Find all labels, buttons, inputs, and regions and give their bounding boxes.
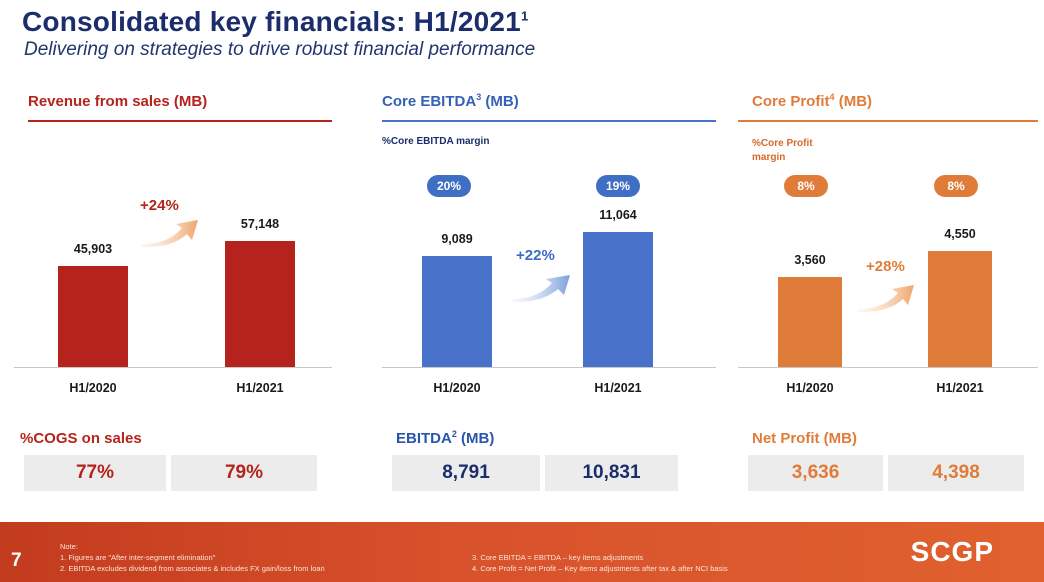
- ebitda-value-h1-2021: 11,064: [599, 208, 637, 222]
- profit-margin-label: %Core Profit margin: [752, 138, 813, 163]
- note-4: 4. Core Profit = Net Profit – Key items …: [472, 564, 728, 573]
- profit-baseline: [738, 367, 1038, 368]
- ebitda-chart-title: Core EBITDA3 (MB): [382, 92, 519, 111]
- scgp-logo: SCGP: [910, 536, 994, 567]
- net-profit-h1-2021: 4,398: [888, 455, 1024, 491]
- note-3: 3. Core EBITDA = EBITDA – key items adju…: [472, 553, 644, 562]
- note-1: 1. Figures are "After inter-segment elim…: [60, 553, 216, 562]
- ebitda-xlabel-h1-2020: H1/2020: [433, 381, 481, 395]
- revenue-chart-title: Revenue from sales (MB): [28, 93, 208, 110]
- revenue-xlabel-h1-2021: H1/2021: [236, 381, 284, 395]
- revenue-bar-h1-2021: [225, 241, 295, 367]
- revenue-xlabel-h1-2020: H1/2020: [69, 381, 117, 395]
- ebitda-summary-heading: EBITDA2 (MB): [396, 429, 495, 448]
- ebitda-margin-label: %Core EBITDA margin: [382, 136, 490, 147]
- footer-notes-left: Note: 1. Figures are "After inter-segmen…: [60, 541, 460, 574]
- net-profit-heading: Net Profit (MB): [752, 430, 857, 447]
- revenue-bar-h1-2020: [58, 266, 128, 367]
- revenue-growth-label: +24%: [140, 197, 179, 214]
- ebitda-growth-arrow-icon: [512, 275, 570, 303]
- profit-bar-h1-2020: [778, 277, 842, 367]
- net-profit-h1-2020: 3,636: [748, 455, 883, 491]
- ebitda-value-h1-2020: 9,089: [441, 232, 473, 246]
- profit-margin-h1-2020: 8%: [784, 175, 828, 197]
- cogs-heading: %COGS on sales: [20, 430, 142, 447]
- ebitda-margin-h1-2020: 20%: [427, 175, 471, 197]
- profit-value-h1-2020: 3,560: [794, 253, 826, 267]
- cogs-value-h1-2021: 79%: [171, 455, 317, 491]
- revenue-title-rule: [28, 120, 332, 122]
- page-number: 7: [11, 550, 22, 571]
- profit-bar-h1-2021: [928, 251, 992, 367]
- ebitda-title-rule: [382, 120, 716, 122]
- revenue-baseline: [14, 367, 332, 368]
- revenue-value-h1-2021: 57,148: [240, 217, 280, 231]
- page-subtitle: Delivering on strategies to drive robust…: [24, 39, 536, 60]
- page-title: Consolidated key financials: H1/20211: [22, 6, 529, 37]
- profit-chart-title: Core Profit4 (MB): [752, 92, 873, 111]
- cogs-value-h1-2020: 77%: [24, 455, 166, 491]
- profit-growth-label: +28%: [866, 258, 905, 275]
- ebitda-margin-h1-2021: 19%: [596, 175, 640, 197]
- profit-title-rule: [738, 120, 1038, 122]
- revenue-growth-arrow-icon: [142, 220, 198, 248]
- footer-bar: 7 Note: 1. Figures are "After inter-segm…: [0, 522, 1044, 582]
- ebitda-summary-h1-2020: 8,791: [392, 455, 540, 491]
- profit-growth-arrow-icon: [858, 285, 914, 313]
- footer-notes-right: 3. Core EBITDA = EBITDA – key items adju…: [472, 552, 872, 574]
- ebitda-bar-h1-2021: [583, 232, 653, 367]
- profit-value-h1-2021: 4,550: [944, 227, 976, 241]
- ebitda-panel: Core EBITDA3 (MB) %Core EBITDA margin 20…: [382, 93, 716, 498]
- revenue-panel: Revenue from sales (MB) 45,903 57,148 +2…: [14, 93, 332, 498]
- profit-margin-h1-2021: 8%: [934, 175, 978, 197]
- ebitda-growth-label: +22%: [516, 247, 555, 264]
- ebitda-bar-h1-2020: [422, 256, 492, 367]
- ebitda-baseline: [382, 367, 716, 368]
- note-2: 2. EBITDA excludes dividend from associa…: [60, 564, 325, 573]
- ebitda-summary-h1-2021: 10,831: [545, 455, 678, 491]
- profit-xlabel-h1-2021: H1/2021: [936, 381, 984, 395]
- ebitda-xlabel-h1-2021: H1/2021: [594, 381, 642, 395]
- profit-panel: Core Profit4 (MB) %Core Profit margin 8%…: [738, 93, 1038, 498]
- note-title: Note:: [60, 542, 78, 551]
- revenue-value-h1-2020: 45,903: [73, 242, 113, 256]
- profit-xlabel-h1-2020: H1/2020: [786, 381, 834, 395]
